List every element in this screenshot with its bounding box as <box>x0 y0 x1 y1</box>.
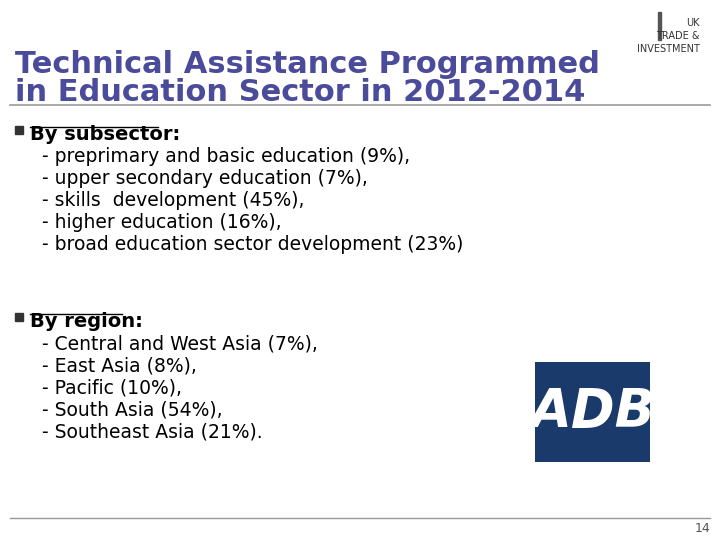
Text: - upper secondary education (7%),: - upper secondary education (7%), <box>42 169 368 188</box>
Text: - East Asia (8%),: - East Asia (8%), <box>42 356 197 375</box>
Text: - higher education (16%),: - higher education (16%), <box>42 213 282 232</box>
Text: ADB: ADB <box>530 386 655 438</box>
Text: - preprimary and basic education (9%),: - preprimary and basic education (9%), <box>42 147 410 166</box>
Text: - South Asia (54%),: - South Asia (54%), <box>42 400 222 419</box>
FancyBboxPatch shape <box>535 362 650 462</box>
Text: - Central and West Asia (7%),: - Central and West Asia (7%), <box>42 334 318 353</box>
Text: By subsector:: By subsector: <box>30 125 180 144</box>
Text: UK
TRADE &
INVESTMENT: UK TRADE & INVESTMENT <box>637 18 700 55</box>
Text: - broad education sector development (23%): - broad education sector development (23… <box>42 235 464 254</box>
Bar <box>15 313 23 321</box>
Text: By region:: By region: <box>30 312 143 331</box>
Text: - Pacific (10%),: - Pacific (10%), <box>42 378 182 397</box>
Bar <box>658 12 661 40</box>
Text: 14: 14 <box>694 522 710 535</box>
Text: in Education Sector in 2012-2014: in Education Sector in 2012-2014 <box>15 78 585 107</box>
Bar <box>15 126 23 134</box>
Text: - skills  development (45%),: - skills development (45%), <box>42 191 305 210</box>
Text: Technical Assistance Programmed: Technical Assistance Programmed <box>15 50 600 79</box>
Text: - Southeast Asia (21%).: - Southeast Asia (21%). <box>42 422 263 441</box>
